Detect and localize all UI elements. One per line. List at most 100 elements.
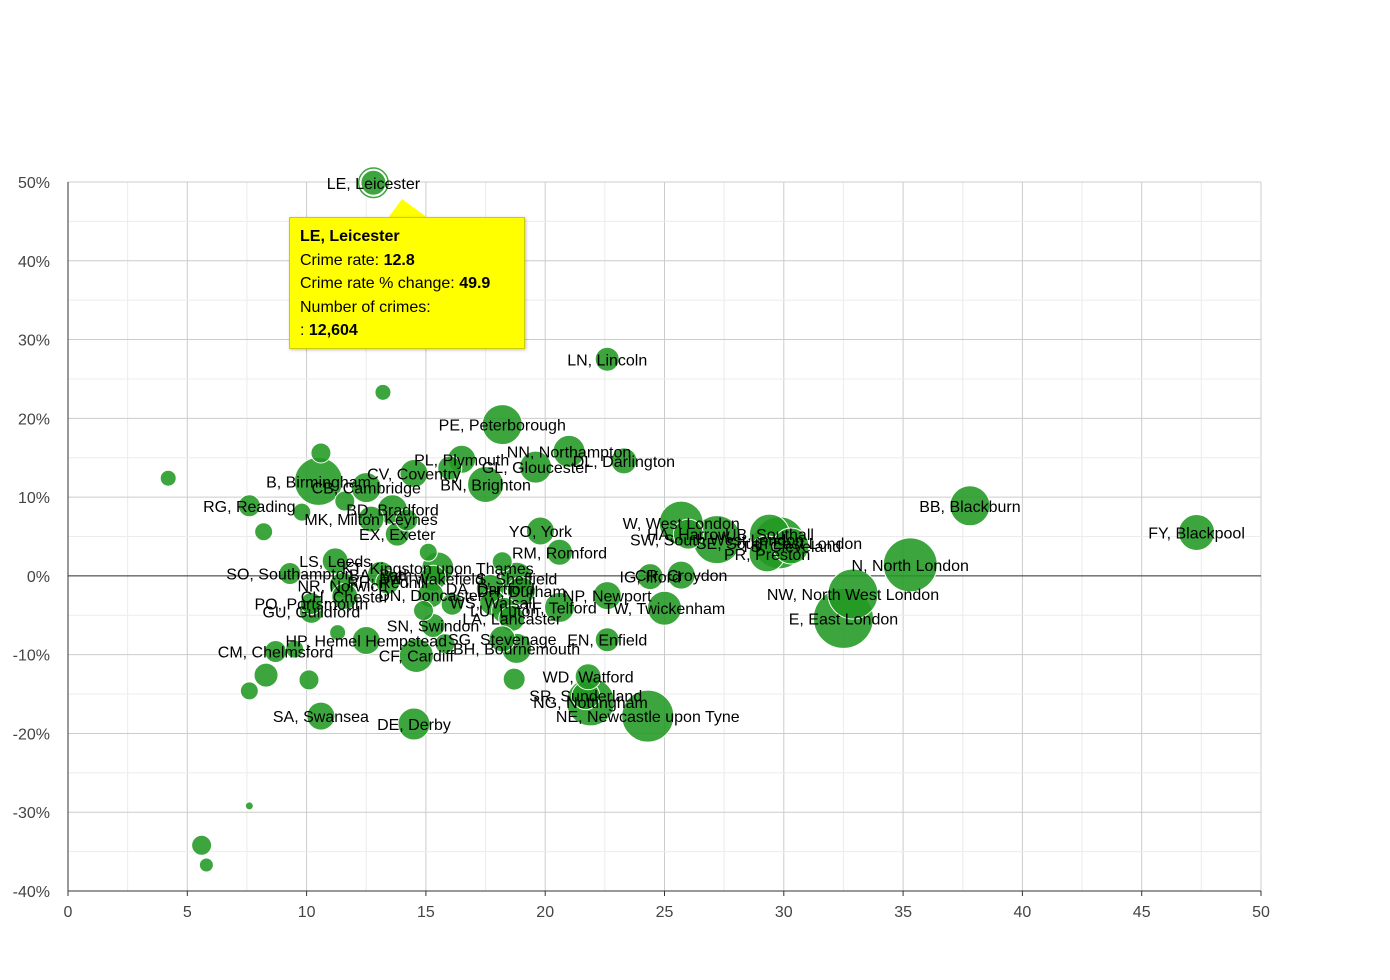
tooltip-crime-rate-label: Crime rate: [300,251,384,269]
point-label: IG, Ilford [620,570,681,587]
bubble[interactable] [299,591,323,615]
bubble[interactable] [399,458,429,488]
bubble[interactable] [298,669,320,691]
bubble[interactable] [331,582,359,610]
bubble[interactable] [594,346,620,372]
point-label: RG, Reading [203,499,296,516]
tooltip-crimes-label: Number of crimes: [300,298,431,316]
bubble[interactable] [239,681,259,701]
bubble[interactable] [666,560,696,590]
tooltip-crime-rate-value: 12.8 [383,251,415,269]
bubble[interactable] [636,563,664,591]
bubble[interactable] [191,834,213,856]
bubble[interactable] [398,637,434,673]
bubble[interactable] [356,166,390,200]
bubble[interactable] [827,568,879,620]
y-tick-label: 30% [18,333,50,350]
bubble[interactable] [395,508,419,532]
bubble[interactable] [374,383,392,401]
bubble[interactable] [350,472,382,504]
y-tick-label: 10% [18,490,50,507]
bubble[interactable] [592,581,622,611]
bubble[interactable] [594,627,620,653]
y-axis-ticks: 50% 40% 30% 20% 10% 0% -10% -20% -30% -40% [13,175,50,901]
point-label: TF, Telford [522,600,596,617]
bubble[interactable] [621,689,675,743]
point-label: UB, Southall [725,527,814,544]
y-tick-label: 0% [27,569,50,586]
bubble[interactable] [502,667,526,691]
bubble[interactable] [237,494,261,518]
tooltip-title: LE, Leicester [300,228,400,245]
bubble[interactable] [882,537,938,593]
bubble[interactable] [519,450,553,484]
bubble[interactable] [552,434,586,468]
point-label: LS, Leeds [299,554,371,571]
bubble[interactable] [574,663,602,691]
bubble[interactable] [292,502,312,522]
point-label: RH, Redhill [347,575,428,592]
x-tick-label: 5 [183,904,192,921]
bubble[interactable] [375,569,401,595]
bubble[interactable] [306,701,336,731]
bubble[interactable] [413,600,435,622]
point-label: PO, Portsmouth [254,596,368,613]
bubble[interactable] [278,562,302,586]
point-label: SE, South East London [696,536,862,553]
bubble[interactable] [488,625,516,653]
point-label: WS, Walsall [450,596,536,613]
point-label: S, Sheffield [476,571,558,588]
bubble[interactable] [198,857,214,873]
x-tick-label: 0 [64,904,73,921]
point-label: MK, Milton Keynes [304,512,437,529]
point-label: TS, Cleveland [741,539,842,556]
point-label: NR, Norwich [297,578,387,595]
bubble[interactable] [310,442,332,464]
bubble[interactable] [525,516,555,546]
bubble[interactable] [647,590,682,626]
bubble[interactable] [253,662,279,688]
bubble[interactable] [159,469,177,487]
bubble[interactable] [254,522,274,542]
bubble[interactable] [949,485,991,527]
bubble-highlight [359,168,388,197]
bubble[interactable] [672,518,704,550]
bubble[interactable] [244,801,254,811]
tooltip-crime-rate: Crime rate: 12.8 [300,249,514,273]
bubble[interactable] [491,551,513,573]
bubble[interactable] [434,633,456,655]
bubble[interactable] [481,404,523,446]
point-label: HP, Hemel Hempstead [285,633,447,650]
bubble[interactable] [397,707,431,741]
x-tick-label: 10 [298,904,316,921]
bubble[interactable] [351,625,381,655]
bubble[interactable] [329,624,347,642]
x-axis-ticks: 0 5 10 15 20 25 30 35 40 45 50 [64,891,1270,921]
bubble[interactable] [357,505,385,533]
point-label: PE, Peterborough [439,418,566,435]
point-label: DE, Derby [377,717,451,734]
bubble[interactable] [334,490,356,512]
bubble[interactable] [418,542,438,562]
point-label: CM, Chelmsford [218,645,334,662]
point-label: SN, Swindon [387,619,480,636]
point-label: BB, Blackburn [919,499,1020,516]
bubble[interactable] [610,447,638,475]
point-label: LN, Lincoln [567,352,647,369]
bubble[interactable] [772,527,810,565]
bubble[interactable] [285,639,305,659]
bubble[interactable] [544,591,576,623]
point-label: CB, Cambridge [312,481,421,498]
bubble[interactable] [546,538,574,566]
x-tick-label: 50 [1252,904,1270,921]
bubble[interactable] [437,455,463,481]
point-label: EX, Exeter [359,527,436,544]
tooltip: LE, Leicester Crime rate: 12.8 Crime rat… [289,217,525,349]
point-label: LE, Leicester [327,176,421,193]
bubble[interactable] [1178,514,1216,552]
point-label: SW, South West London [630,533,804,550]
point-label: DH, Durham [477,584,566,601]
bubble[interactable] [506,576,536,606]
bubble[interactable] [440,592,464,616]
bubble[interactable] [467,466,505,504]
